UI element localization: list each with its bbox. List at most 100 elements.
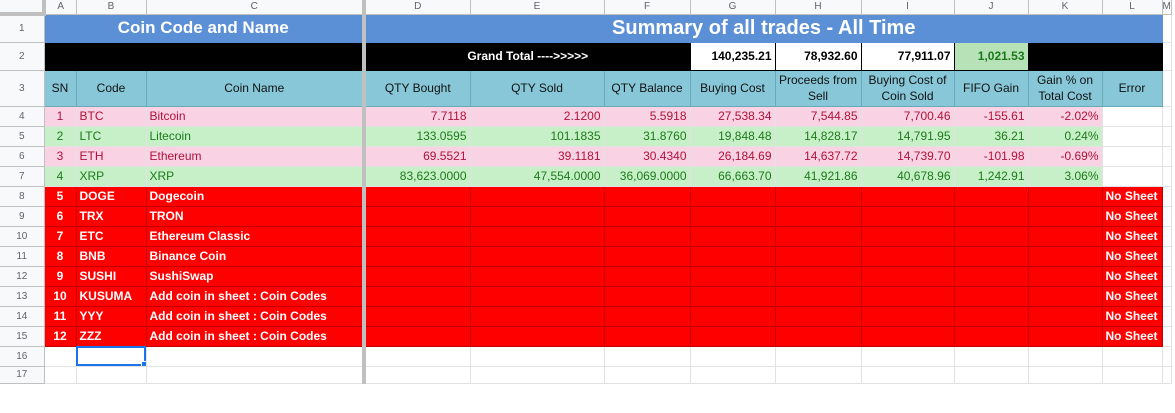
cell-buying-cost-sold[interactable]	[861, 186, 955, 207]
title-summary[interactable]: Summary of all trades - All Time	[364, 14, 1163, 43]
cell-buying-cost-sold[interactable]	[861, 266, 955, 287]
header-gain-pct[interactable]: Gain % on Total Cost	[1028, 70, 1103, 107]
cell-buying-cost-sold[interactable]: 7,700.46	[861, 106, 955, 127]
cell-error[interactable]	[1102, 166, 1163, 187]
grand-total-left-band[interactable]	[44, 42, 366, 71]
empty-cell[interactable]	[690, 346, 776, 367]
cell-qty-sold[interactable]	[470, 226, 605, 247]
cell-error[interactable]: No Sheet	[1102, 306, 1163, 327]
column-header-e[interactable]: E	[470, 0, 605, 15]
cell-buying-cost-sold[interactable]	[861, 246, 955, 267]
column-header-a[interactable]: A	[44, 0, 77, 15]
cell-sn[interactable]: 7	[44, 226, 77, 247]
cell-buying-cost-sold[interactable]	[861, 206, 955, 227]
cell-gain-pct[interactable]	[1028, 186, 1103, 207]
cell-sn[interactable]: 11	[44, 306, 77, 327]
empty-cell[interactable]	[470, 346, 605, 367]
grand-total-label[interactable]: Grand Total ---->>>>>	[364, 42, 691, 71]
empty-cell[interactable]	[1028, 346, 1103, 367]
cell-buying-cost[interactable]	[690, 226, 776, 247]
cell-qty-balance[interactable]	[604, 266, 691, 287]
cell-proceeds[interactable]	[775, 206, 862, 227]
row-header-15[interactable]: 15	[0, 326, 45, 347]
row-header-6[interactable]: 6	[0, 146, 45, 167]
empty-cell[interactable]	[954, 346, 1029, 367]
cell-gain-pct[interactable]: 3.06%	[1028, 166, 1103, 187]
row-header-4[interactable]: 4	[0, 106, 45, 127]
row-header-11[interactable]: 11	[0, 246, 45, 267]
cell-fifo-gain[interactable]	[954, 206, 1029, 227]
cell-code[interactable]: XRP	[76, 166, 147, 187]
cell-error[interactable]: No Sheet	[1102, 326, 1163, 347]
cell-buying-cost-sold[interactable]: 14,739.70	[861, 146, 955, 167]
cell-sn[interactable]: 2	[44, 126, 77, 147]
header-qty-bought[interactable]: QTY Bought	[364, 70, 471, 107]
cell-proceeds[interactable]	[775, 266, 862, 287]
cell-buying-cost-sold[interactable]	[861, 326, 955, 347]
cell-sn[interactable]: 6	[44, 206, 77, 227]
cell-gain-pct[interactable]: 0.24%	[1028, 126, 1103, 147]
row-header-10[interactable]: 10	[0, 226, 45, 247]
cell-error[interactable]	[1102, 146, 1163, 167]
cell-name[interactable]: Ethereum Classic	[146, 226, 366, 247]
cell-qty-balance[interactable]	[604, 306, 691, 327]
cell-sn[interactable]: 4	[44, 166, 77, 187]
cell-buying-cost[interactable]: 19,848.48	[690, 126, 776, 147]
cell-name[interactable]: XRP	[146, 166, 366, 187]
cell-qty-balance[interactable]: 36,069.0000	[604, 166, 691, 187]
cell-fifo-gain[interactable]	[954, 286, 1029, 307]
header-proceeds[interactable]: Proceeds from Sell	[775, 70, 862, 107]
cell-qty-balance[interactable]	[604, 226, 691, 247]
empty-cell[interactable]	[861, 366, 955, 384]
header-buying-cost-sold[interactable]: Buying Cost of Coin Sold	[861, 70, 955, 107]
cell-buying-cost-sold[interactable]	[861, 226, 955, 247]
cell-qty-sold[interactable]: 47,554.0000	[470, 166, 605, 187]
cell-buying-cost[interactable]: 66,663.70	[690, 166, 776, 187]
cell-qty-bought[interactable]	[364, 266, 471, 287]
cell-qty-balance[interactable]	[604, 206, 691, 227]
column-header-m[interactable]: M	[1162, 0, 1172, 15]
empty-cell[interactable]	[44, 346, 77, 367]
row-header-14[interactable]: 14	[0, 306, 45, 327]
cell-name[interactable]: Add coin in sheet : Coin Codes	[146, 326, 366, 347]
empty-cell[interactable]	[604, 346, 691, 367]
empty-cell[interactable]	[604, 366, 691, 384]
cell-sn[interactable]: 3	[44, 146, 77, 167]
cell-buying-cost[interactable]	[690, 206, 776, 227]
header-buying-cost[interactable]: Buying Cost	[690, 70, 776, 107]
cell-qty-balance[interactable]: 5.5918	[604, 106, 691, 127]
cell-buying-cost-sold[interactable]	[861, 286, 955, 307]
cell-name[interactable]: Add coin in sheet : Coin Codes	[146, 306, 366, 327]
cell-fifo-gain[interactable]	[954, 326, 1029, 347]
cell-gain-pct[interactable]	[1028, 286, 1103, 307]
cell-proceeds[interactable]	[775, 326, 862, 347]
cell-error[interactable]: No Sheet	[1102, 206, 1163, 227]
column-header-j[interactable]: J	[954, 0, 1029, 15]
cell-fifo-gain[interactable]	[954, 306, 1029, 327]
cell-qty-sold[interactable]	[470, 206, 605, 227]
column-header-g[interactable]: G	[690, 0, 776, 15]
sheet-corner[interactable]	[0, 0, 46, 16]
cell-name[interactable]: Dogecoin	[146, 186, 366, 207]
cell-qty-bought[interactable]	[364, 206, 471, 227]
column-header-d[interactable]: D	[364, 0, 471, 15]
column-header-l[interactable]: L	[1102, 0, 1163, 15]
selected-cell-b16[interactable]	[76, 346, 147, 367]
cell-gain-pct[interactable]	[1028, 266, 1103, 287]
cell-gain-pct[interactable]	[1028, 306, 1103, 327]
cell-fifo-gain[interactable]: -155.61	[954, 106, 1029, 127]
cell-buying-cost[interactable]	[690, 186, 776, 207]
fill-handle[interactable]	[140, 360, 145, 365]
cell-code[interactable]: TRX	[76, 206, 147, 227]
cell-buying-cost[interactable]	[690, 326, 776, 347]
row-header-16[interactable]: 16	[0, 346, 45, 367]
cell-fifo-gain[interactable]: 36.21	[954, 126, 1029, 147]
cell-sn[interactable]: 5	[44, 186, 77, 207]
cell-proceeds[interactable]: 7,544.85	[775, 106, 862, 127]
cell-name[interactable]: Litecoin	[146, 126, 366, 147]
cell-qty-sold[interactable]	[470, 326, 605, 347]
empty-cell[interactable]	[146, 366, 366, 384]
cell-buying-cost[interactable]: 27,538.34	[690, 106, 776, 127]
header-sn[interactable]: SN	[44, 70, 77, 107]
cell-proceeds[interactable]	[775, 186, 862, 207]
